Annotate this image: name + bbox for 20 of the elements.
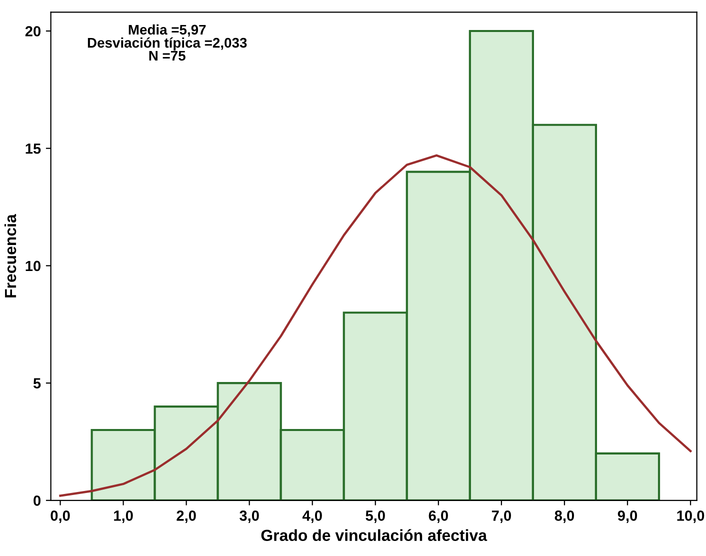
x-tick-label: 7,0 (492, 510, 511, 523)
annotation: Media =5,97 Desviación típica =2,033 N =75 (88, 24, 247, 61)
y-axis-title: Frecuencia (4, 214, 16, 298)
x-tick-label: 6,0 (428, 510, 448, 523)
x-tick-label: 9,0 (618, 510, 638, 523)
y-tick-label: 15 (26, 144, 41, 154)
x-tick-label: 3,0 (240, 510, 259, 523)
y-tick-label: 0 (34, 496, 41, 506)
y-tick-label: 20 (25, 26, 41, 36)
x-tick-label: 8,0 (554, 510, 574, 523)
x-axis-title: Grado de vinculación afectiva (261, 529, 488, 542)
line-series (59, 154, 692, 497)
x-tick-label: 10,0 (677, 510, 704, 523)
x-tick-label: 1,0 (114, 510, 133, 523)
x-tick-label: 4,0 (302, 510, 322, 523)
x-tick-label: 5,0 (366, 510, 385, 523)
x-tick-label: 0,0 (50, 510, 70, 523)
x-tick-label: 2,0 (176, 510, 196, 523)
y-tick-label: 5 (33, 378, 41, 388)
y-tick-label: 10 (26, 260, 41, 272)
